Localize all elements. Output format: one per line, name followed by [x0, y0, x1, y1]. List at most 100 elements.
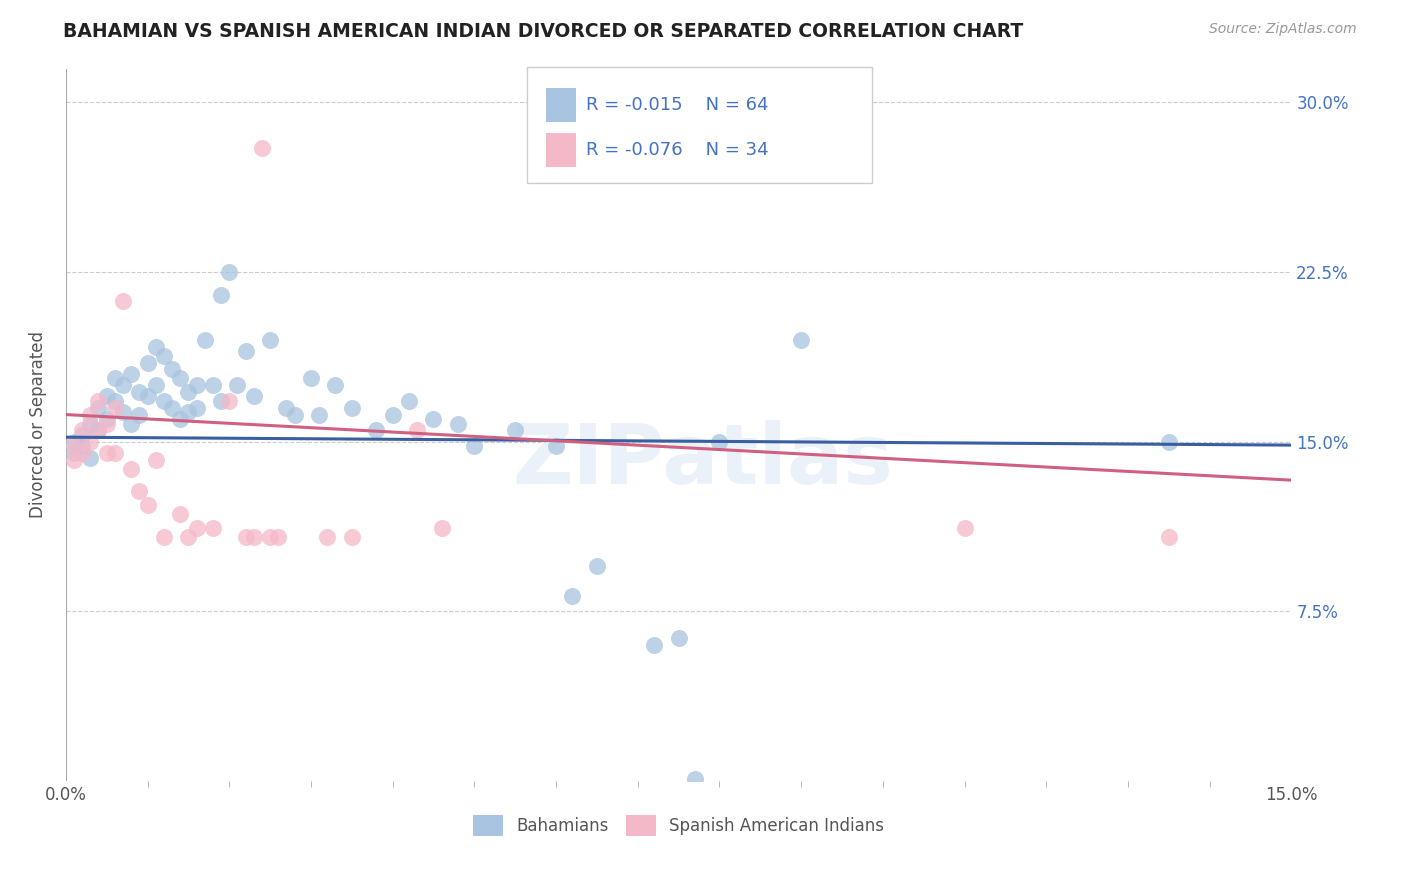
Point — [160, 401, 183, 415]
Point — [136, 355, 159, 369]
Point — [128, 384, 150, 399]
Point — [104, 446, 127, 460]
Point — [242, 530, 264, 544]
Point — [63, 434, 86, 449]
Point — [186, 378, 208, 392]
Point — [79, 434, 101, 449]
Point — [953, 521, 976, 535]
Point — [299, 371, 322, 385]
Point — [668, 632, 690, 646]
Point — [709, 434, 731, 449]
Point — [226, 378, 249, 392]
Point — [381, 408, 404, 422]
Point — [276, 401, 298, 415]
Point — [63, 439, 86, 453]
Point — [749, 152, 772, 166]
Point — [145, 340, 167, 354]
Point — [128, 484, 150, 499]
Point — [218, 265, 240, 279]
Point — [128, 408, 150, 422]
Point — [145, 452, 167, 467]
Point — [70, 428, 93, 442]
Point — [153, 394, 176, 409]
Point — [111, 405, 134, 419]
Point — [79, 417, 101, 431]
Text: ZIPatlas: ZIPatlas — [513, 420, 894, 501]
Point — [643, 638, 665, 652]
Text: Source: ZipAtlas.com: Source: ZipAtlas.com — [1209, 22, 1357, 37]
Point — [169, 412, 191, 426]
Point — [104, 401, 127, 415]
Point — [201, 521, 224, 535]
Point — [503, 424, 526, 438]
Point — [120, 367, 142, 381]
Point — [447, 417, 470, 431]
Point — [561, 589, 583, 603]
Point — [316, 530, 339, 544]
Point — [169, 507, 191, 521]
Point — [160, 362, 183, 376]
Point — [1157, 530, 1180, 544]
Point — [463, 439, 485, 453]
Point — [169, 371, 191, 385]
Point — [194, 333, 217, 347]
Point — [87, 401, 110, 415]
Point — [153, 530, 176, 544]
Point — [1157, 434, 1180, 449]
Point — [422, 412, 444, 426]
Point — [177, 530, 200, 544]
Point — [177, 405, 200, 419]
Point — [544, 439, 567, 453]
Legend: Bahamians, Spanish American Indians: Bahamians, Spanish American Indians — [465, 807, 893, 844]
Point — [406, 424, 429, 438]
Point — [209, 394, 232, 409]
Point — [70, 439, 93, 453]
Point — [242, 389, 264, 403]
Point — [96, 446, 118, 460]
Point — [79, 408, 101, 422]
Point — [586, 559, 609, 574]
Point — [235, 344, 257, 359]
Point — [70, 446, 93, 460]
Point — [250, 141, 273, 155]
Point — [366, 424, 388, 438]
Point — [683, 772, 706, 786]
Point — [63, 452, 86, 467]
Point — [340, 530, 363, 544]
Text: BAHAMIAN VS SPANISH AMERICAN INDIAN DIVORCED OR SEPARATED CORRELATION CHART: BAHAMIAN VS SPANISH AMERICAN INDIAN DIVO… — [63, 22, 1024, 41]
Point — [153, 349, 176, 363]
Point — [340, 401, 363, 415]
Point — [111, 378, 134, 392]
Point — [87, 424, 110, 438]
Point — [201, 378, 224, 392]
Point — [209, 287, 232, 301]
Point — [186, 521, 208, 535]
Point — [96, 417, 118, 431]
Point — [136, 498, 159, 512]
Point — [235, 530, 257, 544]
Text: R = -0.015    N = 64: R = -0.015 N = 64 — [586, 96, 769, 114]
Point — [136, 389, 159, 403]
Point — [790, 333, 813, 347]
Point — [111, 294, 134, 309]
Point — [308, 408, 330, 422]
Y-axis label: Divorced or Separated: Divorced or Separated — [30, 331, 46, 518]
Point — [267, 530, 290, 544]
Point — [120, 462, 142, 476]
Point — [398, 394, 420, 409]
Point — [218, 394, 240, 409]
Point — [177, 384, 200, 399]
Point — [96, 389, 118, 403]
Point — [186, 401, 208, 415]
Point — [79, 450, 101, 465]
Point — [325, 378, 347, 392]
Point — [259, 530, 281, 544]
Point — [145, 378, 167, 392]
Point — [104, 394, 127, 409]
Point — [63, 446, 86, 460]
Point — [70, 424, 93, 438]
Text: R = -0.076    N = 34: R = -0.076 N = 34 — [586, 141, 769, 159]
Point — [430, 521, 453, 535]
Point — [87, 424, 110, 438]
Point — [104, 371, 127, 385]
